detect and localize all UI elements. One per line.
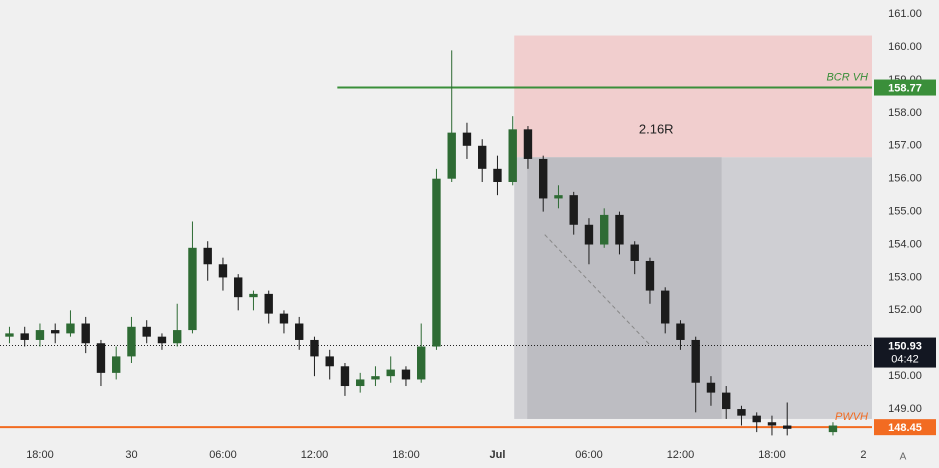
candle-body [218, 264, 228, 278]
y-tick-label: 160.00 [888, 41, 922, 53]
candle-body [523, 129, 533, 159]
candle-body [295, 323, 304, 340]
candle-body [279, 313, 289, 324]
y-tick-label: 158.00 [888, 107, 922, 119]
candle-body [157, 336, 167, 344]
countdown-label: 04:42 [891, 353, 919, 365]
candle-body [35, 330, 45, 340]
y-tick-label: 153.00 [888, 271, 922, 283]
candle-body [356, 379, 365, 387]
y-tick-label: 156.00 [888, 173, 922, 185]
price-badge [874, 419, 936, 436]
candle-body [234, 277, 243, 298]
candle-body [417, 346, 426, 380]
candle-body [478, 145, 487, 169]
price-badge [874, 79, 936, 96]
level-label: BCR VH [826, 71, 868, 83]
candle-body [615, 214, 624, 245]
y-tick-label: 157.00 [888, 140, 922, 152]
x-tick-label: Jul [490, 449, 506, 461]
x-tick-label: 18:00 [392, 449, 420, 461]
candle-body [264, 293, 273, 314]
candle-body [462, 132, 472, 146]
last-price-badge [874, 337, 936, 368]
candle-body [5, 333, 14, 337]
candle-body [493, 168, 502, 182]
candle-body [661, 290, 670, 324]
candle-body [371, 376, 380, 380]
y-tick-label: 152.00 [888, 304, 922, 316]
candle-body [706, 382, 716, 393]
target-zone-active [527, 157, 722, 419]
candle-body [188, 247, 197, 331]
candle-body [66, 323, 75, 334]
candle-body [767, 422, 777, 426]
y-tick-label: 155.00 [888, 206, 922, 218]
auto-scale-button[interactable]: A [900, 452, 907, 463]
candle-body [310, 339, 319, 357]
y-tick-label: 150.00 [888, 370, 922, 382]
candle-body [20, 333, 29, 340]
x-tick-label: 30 [125, 449, 137, 461]
candle-body [142, 326, 151, 337]
candle-body [249, 293, 258, 298]
y-tick-label: 154.00 [888, 238, 922, 250]
price-badge-label: 158.77 [888, 82, 922, 94]
x-tick-label: 06:00 [209, 449, 237, 461]
stop-zone [514, 35, 872, 158]
candle-body [127, 326, 136, 357]
candle-body [340, 366, 350, 387]
candle-body [386, 369, 395, 377]
candle-body [554, 195, 563, 199]
candle-body [447, 132, 456, 179]
x-tick-label: 18:00 [758, 449, 786, 461]
connector [544, 234, 651, 346]
candle-body [584, 224, 594, 245]
candle-body [401, 369, 411, 380]
candle-body [630, 244, 639, 261]
candle-body [737, 409, 746, 416]
candle-body [752, 415, 761, 423]
candle-body [173, 330, 182, 344]
level-label: PWVH [835, 411, 868, 423]
price-badge-label: 148.45 [888, 422, 922, 434]
candle-body [569, 195, 578, 225]
candle-body [783, 425, 792, 429]
x-tick-label: 18:00 [26, 449, 54, 461]
x-tick-label: 12:00 [301, 449, 329, 461]
candle-body [508, 129, 517, 182]
y-tick-label: 161.00 [888, 8, 922, 20]
y-tick-label: 149.00 [888, 403, 922, 415]
candle-body [691, 339, 700, 383]
candle-body [645, 260, 655, 291]
x-tick-label: 06:00 [575, 449, 603, 461]
candle-body [325, 356, 334, 367]
candle-body [676, 323, 685, 340]
candle-body [112, 356, 121, 373]
candle-body [203, 247, 212, 265]
position-label: 2.16R [639, 122, 674, 137]
candle-body [51, 330, 60, 334]
candle-body [828, 425, 838, 433]
candle-body [539, 158, 548, 199]
last-price-label: 150.93 [888, 340, 922, 352]
candle-body [432, 178, 441, 347]
x-tick-label: 12:00 [667, 449, 695, 461]
candle-body [722, 392, 731, 410]
candle-body [81, 323, 90, 344]
x-tick-label: 2 [860, 449, 866, 461]
candle-body [96, 343, 106, 373]
candle-body [600, 214, 609, 245]
